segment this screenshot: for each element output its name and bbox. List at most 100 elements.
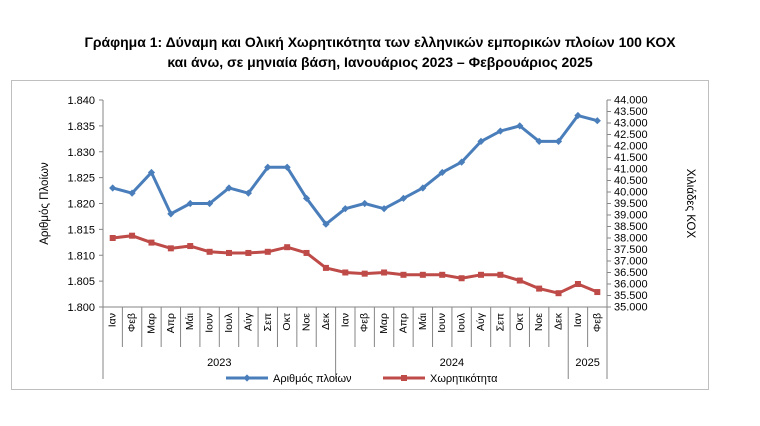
data-point-vessels (206, 199, 214, 208)
category-label: Νοε (301, 313, 313, 331)
data-point-vessels (283, 163, 291, 171)
left-tick-label: 1.800 (67, 302, 95, 314)
data-point-vessels (380, 205, 388, 213)
data-point-vessels (496, 127, 504, 135)
data-point-vessels (264, 163, 272, 171)
right-tick-label: 40.500 (614, 175, 648, 187)
data-point-vessels (361, 199, 369, 208)
right-tick-label: 38.000 (614, 233, 648, 245)
data-point-vessels (147, 168, 156, 177)
data-point-vessels (225, 184, 233, 192)
left-tick-label: 1.805 (67, 276, 95, 288)
right-tick-label: 36.500 (614, 267, 648, 279)
data-point-tonnage (187, 243, 194, 250)
category-label: Αύγ (475, 312, 487, 331)
data-point-tonnage (148, 239, 155, 246)
data-point-tonnage (245, 249, 252, 256)
data-point-vessels (574, 111, 582, 120)
category-label: Φεβ (359, 313, 371, 332)
legend-label-tonnage: Χωρητικότητα (430, 373, 498, 385)
data-point-vessels (128, 189, 136, 197)
data-point-vessels (554, 137, 563, 145)
right-tick-label: 43.500 (614, 106, 648, 118)
category-label: Σεπ (262, 313, 274, 331)
right-tick-label: 36.000 (614, 279, 648, 291)
right-tick-label: 37.000 (614, 256, 648, 268)
right-tick-label: 43.000 (614, 118, 648, 130)
category-label: Φεβ (591, 313, 603, 332)
chart-frame (11, 80, 709, 390)
data-point-tonnage (536, 285, 543, 292)
data-point-vessels (302, 194, 311, 202)
legend-marker-vessels (243, 374, 251, 382)
data-point-tonnage (516, 277, 523, 284)
right-tick-label: 42.500 (614, 129, 648, 141)
category-label: Νοε (533, 313, 545, 331)
legend-label-vessels: Αριθμός πλοίων (273, 373, 352, 385)
category-label: Φεβ (126, 313, 138, 332)
data-point-tonnage (109, 235, 116, 241)
category-label: Ιουλ (223, 312, 235, 332)
data-point-tonnage (361, 270, 368, 277)
right-tick-label: 41.500 (614, 152, 648, 164)
right-tick-label: 35.000 (614, 302, 648, 314)
category-label: Σεπ (494, 313, 506, 331)
left-tick-label: 1.810 (67, 250, 95, 262)
data-point-tonnage (439, 271, 446, 278)
data-point-vessels (477, 137, 485, 145)
category-label: Ιουλ (456, 312, 468, 332)
data-point-tonnage (264, 248, 271, 255)
chart-title-line2: και άνω, σε μηνιαία βάση, Ιανουάριος 202… (167, 54, 593, 70)
data-point-tonnage (284, 244, 291, 251)
right-axis-title: Χιλιάδες ΚΟΧ (684, 169, 696, 239)
category-label: Οκτ (514, 312, 526, 330)
data-point-vessels (244, 189, 252, 197)
series-line-tonnage (112, 234, 598, 295)
data-point-vessels (109, 184, 117, 192)
left-axis-title: Αριθμός Πλοίων (39, 162, 51, 245)
year-label: 2023 (207, 357, 231, 369)
category-label: Μαρ (378, 313, 390, 334)
category-label: Δεκ (553, 312, 565, 330)
left-tick-label: 1.840 (67, 95, 95, 107)
category-label: Οκτ (281, 312, 293, 330)
year-label: 2025 (575, 357, 599, 369)
data-point-tonnage (206, 248, 213, 255)
chart-title-line1: Γράφημα 1: Δύναμη και Ολική Χωρητικότητα… (84, 34, 676, 50)
data-point-vessels (341, 205, 349, 213)
category-label: Ιαν (107, 313, 119, 327)
data-point-vessels (186, 199, 194, 208)
category-label: Μαρ (145, 313, 157, 334)
data-point-tonnage (458, 275, 465, 282)
data-point-tonnage (167, 245, 174, 252)
data-point-tonnage (226, 249, 232, 256)
category-label: Δεκ (320, 312, 332, 330)
legend-marker-tonnage (401, 375, 407, 381)
data-point-vessels (167, 210, 175, 218)
category-label: Ιουν (204, 313, 216, 333)
right-tick-label: 39.500 (614, 198, 648, 210)
right-tick-label: 35.500 (614, 290, 648, 302)
data-point-tonnage (497, 271, 504, 278)
category-label: Αύγ (242, 312, 254, 331)
data-point-tonnage (478, 271, 484, 278)
right-tick-label: 42.000 (614, 141, 648, 153)
chart-title: Γράφημα 1: Δύναμη και Ολική Χωρητικότητα… (0, 32, 760, 72)
data-point-vessels (458, 158, 466, 166)
data-point-tonnage (594, 289, 601, 296)
category-label: Μάι (417, 312, 429, 330)
year-label: 2024 (440, 357, 464, 369)
data-point-vessels (535, 137, 543, 145)
right-tick-label: 40.000 (614, 187, 648, 199)
right-tick-label: 38.500 (614, 221, 648, 233)
data-point-vessels (438, 168, 446, 177)
category-label: Απρ (165, 313, 177, 333)
right-tick-label: 39.000 (614, 210, 648, 222)
data-point-tonnage (129, 232, 136, 239)
category-label: Απρ (397, 313, 409, 333)
data-point-vessels (399, 194, 408, 202)
category-label: Ιουν (436, 313, 448, 333)
data-point-tonnage (419, 271, 426, 278)
series-line-vessels (112, 114, 598, 226)
data-point-vessels (516, 122, 524, 130)
